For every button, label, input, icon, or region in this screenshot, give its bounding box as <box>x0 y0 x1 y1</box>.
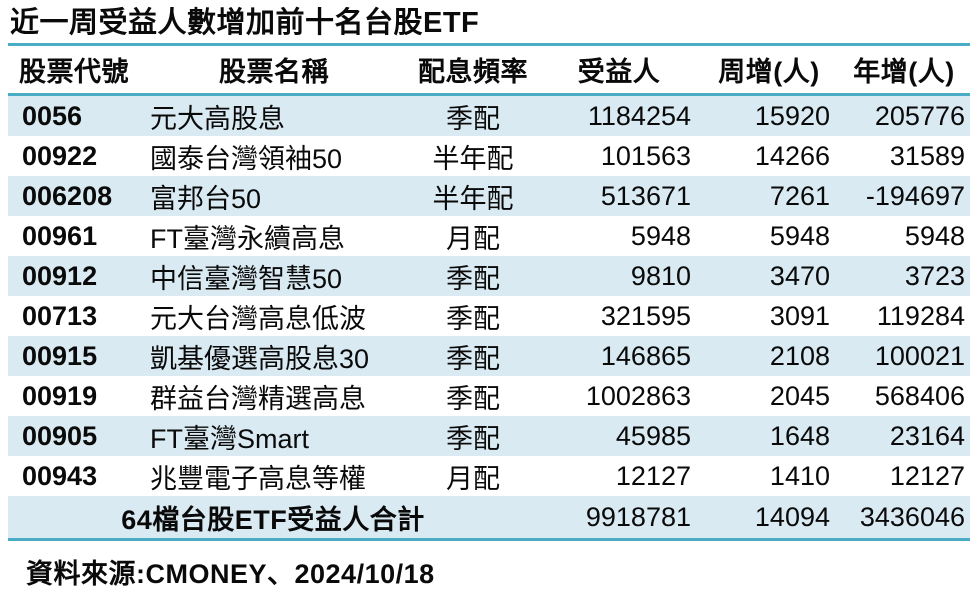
cell-year-change: 568406 <box>874 380 965 411</box>
cell-stock-name: 凱基優選高股息30 <box>150 343 370 374</box>
table-row: 0056 元大高股息 季配 1184254 15920 205776 <box>8 94 970 136</box>
cell-dividend-frequency: 月配 <box>446 223 500 254</box>
cell-stock-code: 00961 <box>22 220 98 251</box>
cell-beneficiaries: 45985 <box>615 420 691 451</box>
cell-year-change: -194697 <box>865 180 965 211</box>
cell-dividend-frequency: 季配 <box>446 303 500 334</box>
cell-year-change: 100021 <box>874 340 965 371</box>
cell-beneficiaries: 513671 <box>600 180 691 211</box>
cell-week-change: 1410 <box>769 460 830 491</box>
cell-dividend-frequency: 季配 <box>446 383 500 414</box>
cell-beneficiaries: 321595 <box>600 300 691 331</box>
cell-stock-name: 群益台灣精選高息 <box>150 383 366 414</box>
cell-beneficiaries: 1002863 <box>585 380 691 411</box>
cell-stock-name: 富邦台50 <box>150 183 262 214</box>
cell-stock-code: 00919 <box>22 380 98 411</box>
cell-dividend-frequency: 半年配 <box>432 183 514 214</box>
table-row: 00919 群益台灣精選高息 季配 1002863 2045 568406 <box>8 376 970 416</box>
column-header-beneficiaries: 受益人 <box>538 46 700 96</box>
cell-year-change: 12127 <box>889 460 965 491</box>
cell-stock-code: 00922 <box>22 140 98 171</box>
cell-stock-code: 00915 <box>22 340 98 371</box>
cell-year-change: 3723 <box>904 260 965 291</box>
cell-year-change: 31589 <box>889 140 965 171</box>
cell-week-change: 3091 <box>769 300 830 331</box>
cell-stock-name: FT臺灣Smart <box>150 423 309 454</box>
cell-dividend-frequency: 月配 <box>446 463 500 494</box>
cell-week-change: 2108 <box>769 340 830 371</box>
column-header-dividend-frequency: 配息頻率 <box>408 46 538 96</box>
table-row: 00922 國泰台灣領袖50 半年配 101563 14266 31589 <box>8 136 970 176</box>
cell-year-change: 205776 <box>874 100 965 131</box>
cell-beneficiaries: 5948 <box>630 220 691 251</box>
cell-stock-name: FT臺灣永續高息 <box>150 223 345 254</box>
cell-stock-code: 00905 <box>22 420 98 451</box>
table-row: 006208 富邦台50 半年配 513671 7261 -194697 <box>8 176 970 216</box>
cell-stock-code: 00912 <box>22 260 98 291</box>
cell-week-change: 2045 <box>769 380 830 411</box>
table-body: 0056 元大高股息 季配 1184254 15920 205776 00922 國泰台灣領袖… <box>8 94 970 497</box>
etf-beneficiary-table: 股票代號 股票名稱 配息頻率 受益人 周增(人) 年增(人) 0056 元大高股息… <box>8 46 970 541</box>
cell-dividend-frequency: 季配 <box>446 103 500 134</box>
cell-stock-name: 中信臺灣智慧50 <box>150 263 343 294</box>
page-title: 近一周受益人數增加前十名台股ETF <box>8 0 970 46</box>
table-row: 00943 兆豐電子高息等權 月配 12127 1410 12127 <box>8 456 970 496</box>
table-footer: 64檔台股ETF受益人合計 9918781 14094 3436046 <box>8 496 970 540</box>
cell-beneficiaries: 9810 <box>630 260 691 291</box>
cell-week-change: 1648 <box>769 420 830 451</box>
cell-week-change: 5948 <box>769 220 830 251</box>
cell-dividend-frequency: 季配 <box>446 343 500 374</box>
table-row: 00915 凱基優選高股息30 季配 146865 2108 100021 <box>8 336 970 376</box>
cell-stock-code: 0056 <box>22 100 83 131</box>
cell-week-change: 15920 <box>754 100 830 131</box>
cell-stock-code: 00943 <box>22 460 98 491</box>
total-week-change: 14094 <box>754 501 830 532</box>
cell-stock-name: 國泰台灣領袖50 <box>150 143 343 174</box>
cell-dividend-frequency: 季配 <box>446 423 500 454</box>
column-header-week-change: 周增(人) <box>700 46 838 96</box>
cell-year-change: 119284 <box>876 300 965 331</box>
cell-stock-code: 00713 <box>22 300 98 331</box>
source-note: 資料來源:CMONEY、2024/10/18 <box>26 559 435 589</box>
cell-week-change: 14266 <box>754 140 830 171</box>
table-header: 股票代號 股票名稱 配息頻率 受益人 周增(人) 年增(人) <box>8 46 970 96</box>
total-label: 64檔台股ETF受益人合計 <box>121 504 425 535</box>
cell-year-change: 23164 <box>889 420 965 451</box>
table-row: 00905 FT臺灣Smart 季配 45985 1648 23164 <box>8 416 970 456</box>
cell-beneficiaries: 101563 <box>600 140 691 171</box>
cell-beneficiaries: 146865 <box>600 340 691 371</box>
cell-week-change: 3470 <box>769 260 830 291</box>
cell-stock-name: 元大高股息 <box>150 103 285 134</box>
column-header-stock-name: 股票名稱 <box>140 46 408 96</box>
table-row: 00912 中信臺灣智慧50 季配 9810 3470 3723 <box>8 256 970 296</box>
cell-beneficiaries: 12127 <box>615 460 691 491</box>
cell-stock-name: 元大台灣高息低波 <box>150 303 366 334</box>
cell-dividend-frequency: 半年配 <box>432 143 514 174</box>
total-year-change: 3436046 <box>859 501 965 532</box>
cell-stock-name: 兆豐電子高息等權 <box>150 463 366 494</box>
cell-year-change: 5948 <box>904 220 965 251</box>
cell-dividend-frequency: 季配 <box>446 263 500 294</box>
table-row: 00961 FT臺灣永續高息 月配 5948 5948 5948 <box>8 216 970 256</box>
total-beneficiaries: 9918781 <box>585 501 691 532</box>
column-header-stock-code: 股票代號 <box>8 46 140 96</box>
column-header-year-change: 年增(人) <box>838 46 970 96</box>
cell-beneficiaries: 1184254 <box>587 100 691 131</box>
table-row: 00713 元大台灣高息低波 季配 321595 3091 119284 <box>8 296 970 336</box>
cell-week-change: 7261 <box>769 180 830 211</box>
cell-stock-code: 006208 <box>22 180 113 211</box>
header-row: 股票代號 股票名稱 配息頻率 受益人 周增(人) 年增(人) <box>8 46 970 96</box>
total-row: 64檔台股ETF受益人合計 9918781 14094 3436046 <box>8 496 970 540</box>
